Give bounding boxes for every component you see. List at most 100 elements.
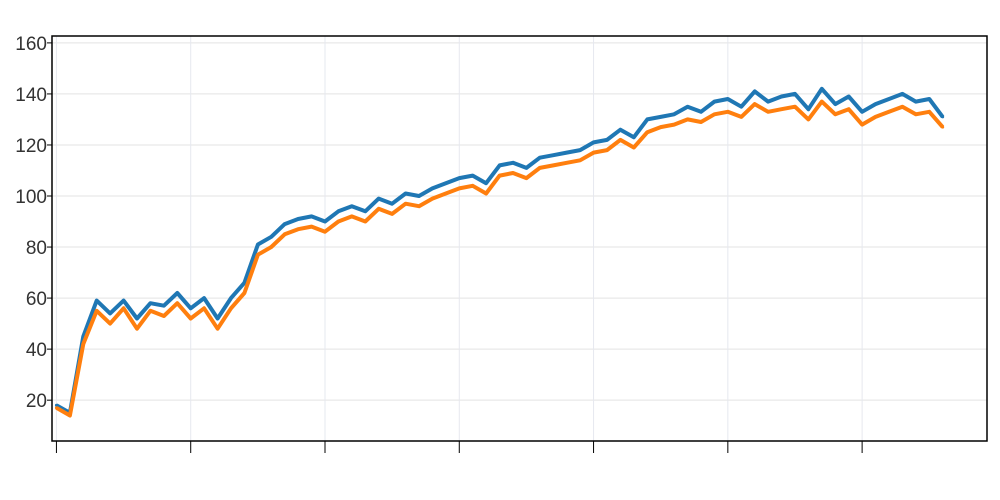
data-point	[914, 100, 918, 104]
y-tick-label: 100	[15, 187, 47, 208]
data-point	[524, 166, 528, 170]
data-point	[605, 148, 609, 152]
data-point	[404, 202, 408, 206]
data-point	[739, 115, 743, 119]
data-point	[363, 220, 367, 224]
data-point	[444, 181, 448, 185]
data-point	[632, 146, 636, 150]
data-point	[847, 107, 851, 111]
data-point	[444, 191, 448, 195]
y-tick-label: 60	[26, 289, 47, 310]
data-point	[148, 309, 152, 313]
data-point	[81, 342, 85, 346]
data-point	[336, 209, 340, 213]
data-point	[551, 163, 555, 167]
y-tick-label: 160	[15, 34, 47, 55]
data-point	[511, 161, 515, 165]
data-point	[471, 174, 475, 178]
data-point	[565, 161, 569, 165]
data-point	[417, 194, 421, 198]
data-point	[135, 317, 139, 321]
data-point	[645, 130, 649, 134]
data-point	[95, 299, 99, 303]
data-point	[135, 327, 139, 331]
data-point	[524, 176, 528, 180]
data-point	[269, 235, 273, 239]
data-point	[363, 209, 367, 213]
data-point	[350, 204, 354, 208]
data-point	[269, 245, 273, 249]
data-point	[887, 110, 891, 114]
data-point	[377, 207, 381, 211]
data-point	[471, 184, 475, 188]
data-point	[686, 105, 690, 109]
data-point	[645, 117, 649, 121]
data-point	[793, 105, 797, 109]
data-point	[820, 87, 824, 91]
data-point	[712, 100, 716, 104]
data-point	[699, 120, 703, 124]
data-point	[216, 327, 220, 331]
data-point	[296, 217, 300, 221]
data-point	[766, 110, 770, 114]
data-point	[310, 225, 314, 229]
data-point	[578, 148, 582, 152]
data-point	[592, 151, 596, 155]
y-axis: 20 40 60 80 100 120 140 160	[15, 34, 52, 412]
data-point	[122, 299, 126, 303]
data-point	[726, 97, 730, 101]
data-point	[256, 242, 260, 246]
data-point	[377, 197, 381, 201]
data-point	[578, 158, 582, 162]
data-point	[874, 102, 878, 106]
data-point	[672, 112, 676, 116]
data-point	[833, 102, 837, 106]
data-point	[108, 311, 112, 315]
data-point	[927, 97, 931, 101]
data-point	[927, 110, 931, 114]
data-point	[605, 138, 609, 142]
data-point	[511, 171, 515, 175]
data-point	[430, 197, 434, 201]
data-point	[189, 306, 193, 310]
data-point	[390, 202, 394, 206]
data-point	[202, 296, 206, 300]
series-lines	[54, 86, 945, 418]
data-point	[242, 281, 246, 285]
data-point	[54, 406, 58, 410]
data-point	[686, 117, 690, 121]
data-point	[565, 151, 569, 155]
data-point	[229, 306, 233, 310]
data-point	[739, 105, 743, 109]
data-point	[712, 112, 716, 116]
data-point	[806, 117, 810, 121]
y-tick-label: 40	[26, 340, 47, 361]
data-point	[860, 110, 864, 114]
data-point	[390, 212, 394, 216]
grid	[52, 36, 987, 441]
data-point	[726, 110, 730, 114]
data-point	[766, 100, 770, 104]
data-point	[659, 125, 663, 129]
data-point	[310, 214, 314, 218]
series-line-1	[55, 99, 945, 418]
data-point	[847, 94, 851, 98]
y-tick-label: 140	[15, 85, 47, 106]
data-point	[874, 115, 878, 119]
data-point	[900, 92, 904, 96]
data-point	[216, 317, 220, 321]
data-point	[780, 94, 784, 98]
data-point	[941, 125, 945, 129]
data-point	[914, 112, 918, 116]
y-tick-label: 120	[15, 136, 47, 157]
data-point	[202, 306, 206, 310]
x-axis	[55, 441, 863, 453]
data-point	[900, 105, 904, 109]
data-point	[189, 317, 193, 321]
data-point	[753, 102, 757, 106]
data-point	[350, 214, 354, 218]
data-point	[498, 174, 502, 178]
data-point	[833, 112, 837, 116]
y-tick-label: 80	[26, 238, 47, 259]
